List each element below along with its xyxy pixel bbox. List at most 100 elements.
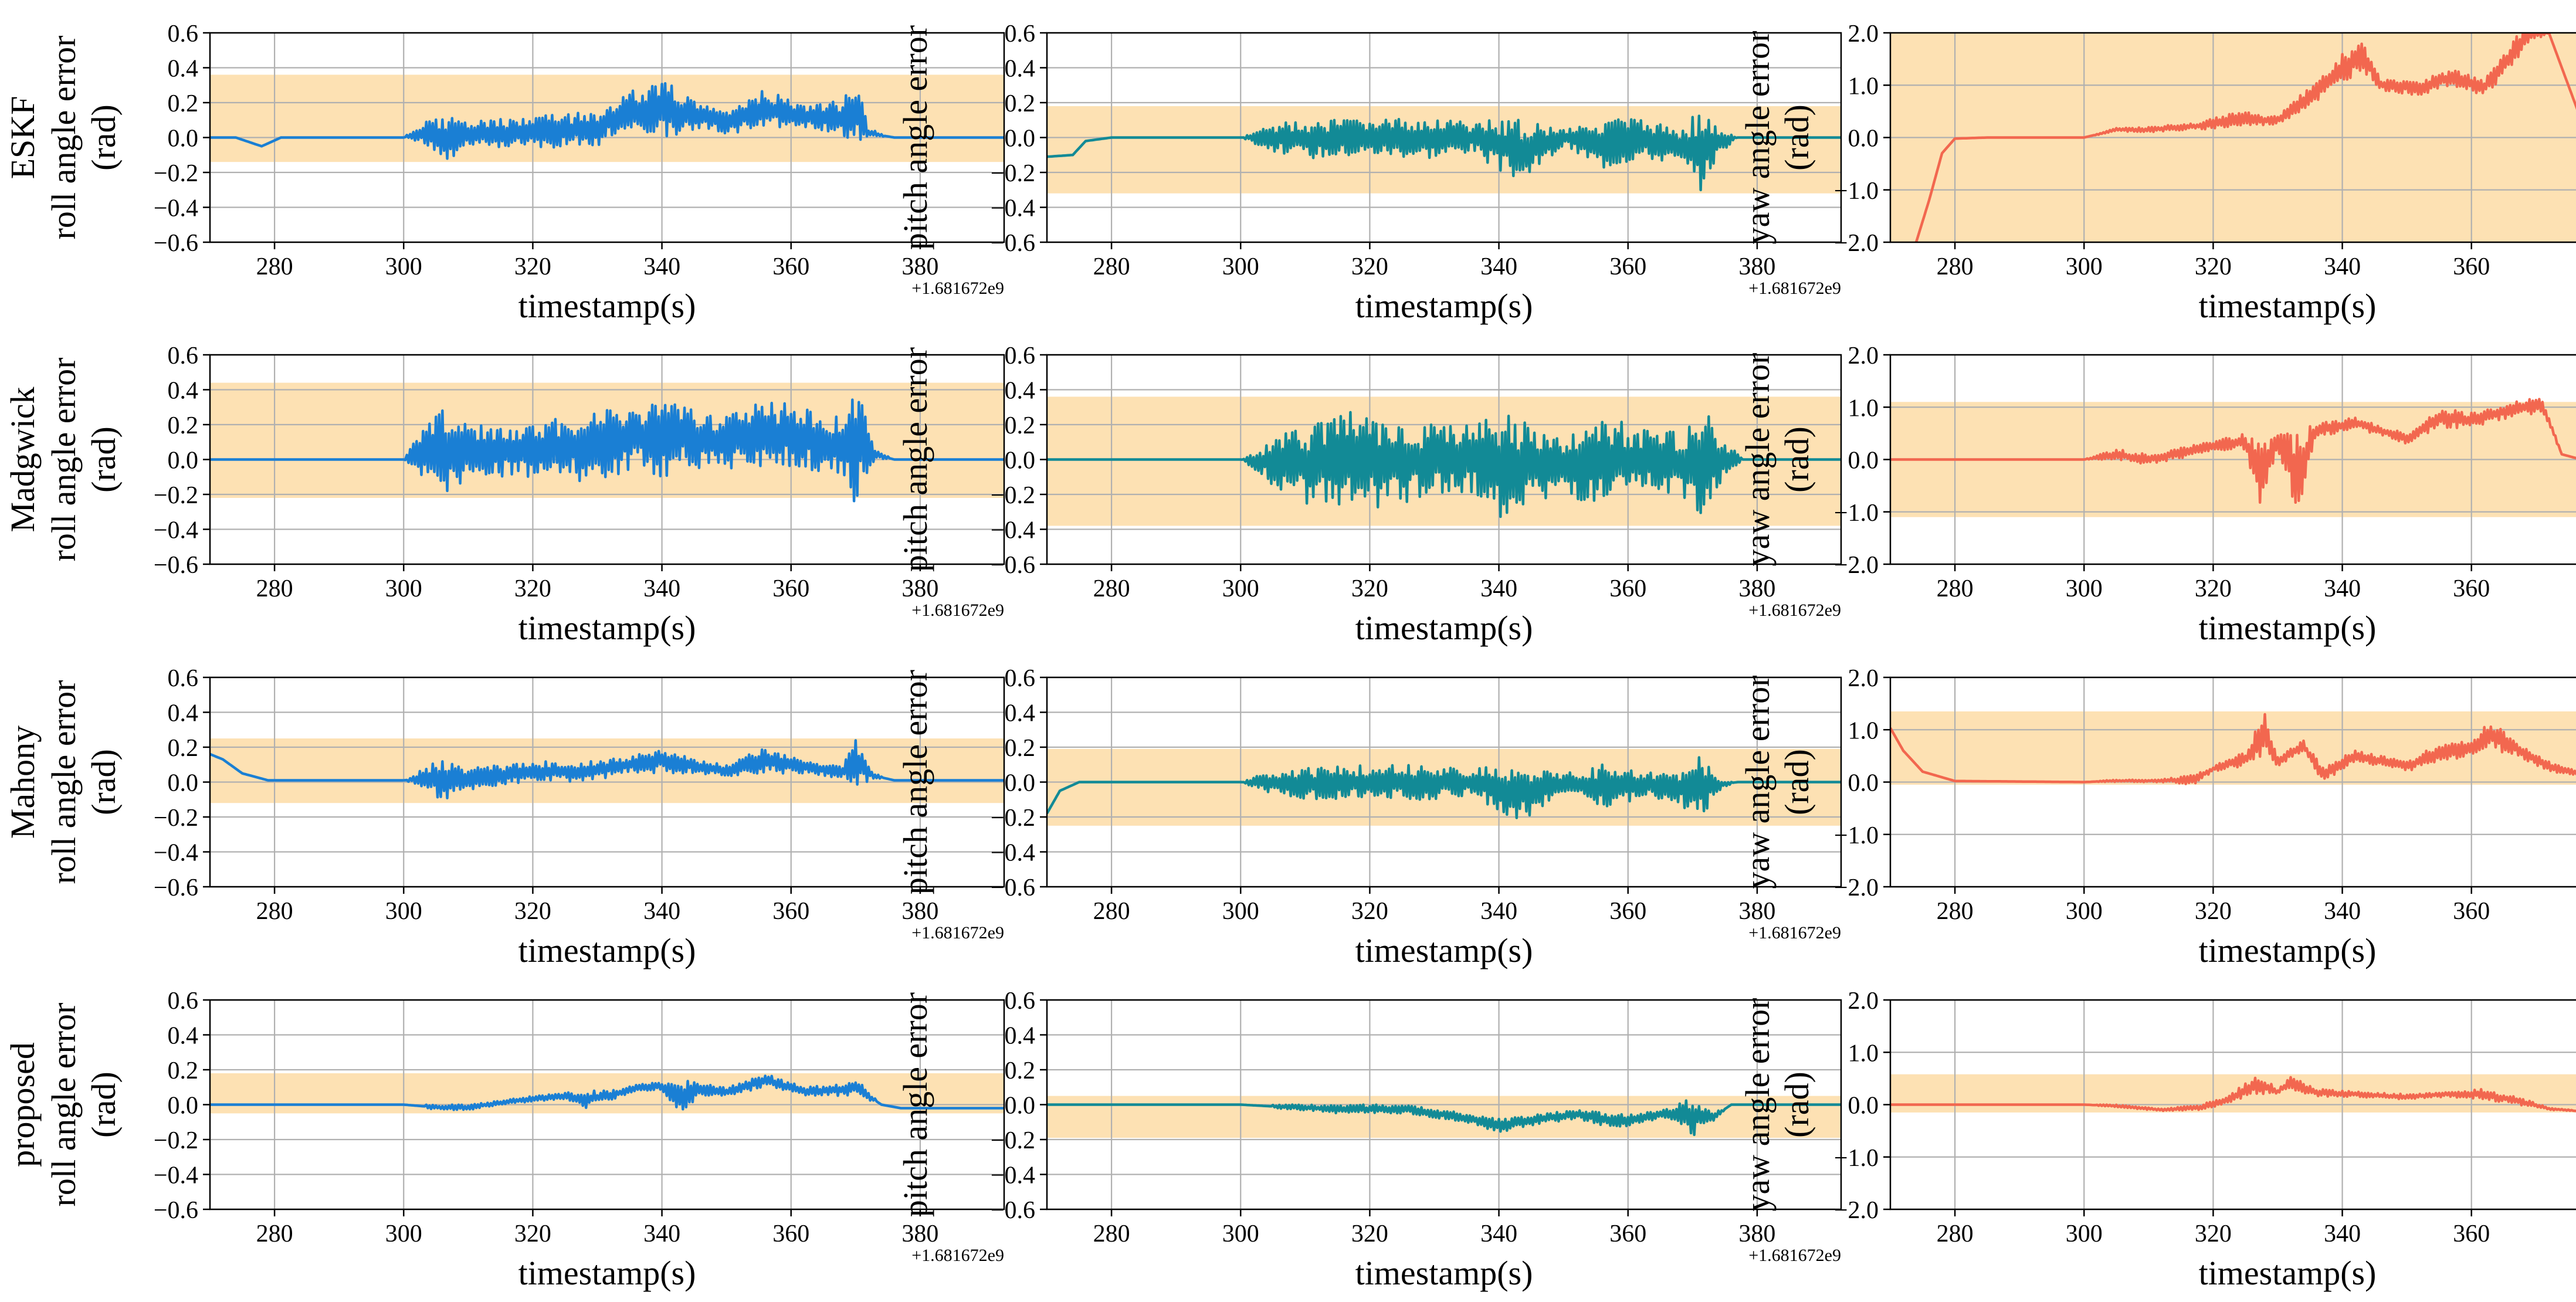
- y-tick-label: 0.0: [168, 447, 199, 474]
- subplot-proposed-yaw: 2.0 1.0 0.0 −1.0 −2.0 280 300 320 340 360 380 times…: [1738, 988, 2576, 1292]
- subplot-mahony-yaw: 2.0 1.0 0.0 −1.0 −2.0 280 300 320 340 360 380 times…: [1738, 665, 2576, 969]
- y-tick-label: 1.0: [1848, 395, 1879, 422]
- x-offset-label: +1.681672e9: [911, 601, 1004, 620]
- y-tick-label: −0.2: [154, 482, 198, 509]
- y-tick-label: 2.0: [1848, 988, 1879, 1015]
- y-tick-label: −1.0: [1834, 178, 1879, 205]
- pitch-error-line: [1047, 114, 1841, 192]
- y-tick-label: 0.6: [1005, 343, 1036, 369]
- y-tick-label: 0.0: [1848, 1093, 1879, 1120]
- y-tick-label: 0.0: [1005, 126, 1036, 152]
- y-tick-label: 0.6: [168, 343, 199, 369]
- x-tick-label: 360: [772, 575, 809, 602]
- x-tick-label: 340: [643, 1220, 680, 1247]
- y-tick-label: −0.6: [991, 1197, 1035, 1224]
- x-tick-label: 360: [1609, 1220, 1646, 1247]
- y-tick-label: 0.0: [168, 1093, 199, 1120]
- x-tick-label: 280: [256, 1220, 293, 1247]
- y-axis-label: pitch angle error: [896, 670, 934, 894]
- x-tick-label: 360: [772, 253, 809, 280]
- y-tick-label: 0.2: [168, 735, 199, 762]
- x-tick-label: 320: [2195, 253, 2232, 280]
- x-tick-label: 340: [2324, 1220, 2361, 1247]
- y-tick-label: −2.0: [1834, 874, 1879, 901]
- x-tick-label: 320: [2195, 1220, 2232, 1247]
- x-tick-label: 300: [1222, 253, 1259, 280]
- roll-error-line: [210, 398, 1004, 503]
- x-tick-label: 380: [901, 898, 938, 925]
- y-tick-label: 2.0: [1848, 665, 1879, 692]
- x-tick-label: 380: [1738, 898, 1775, 925]
- y-tick-label: 1.0: [1848, 73, 1879, 100]
- x-tick-label: 280: [256, 898, 293, 925]
- y-tick-label: 0.4: [168, 56, 199, 83]
- y-tick-label: 0.0: [1005, 447, 1036, 474]
- y-tick-label: −0.4: [154, 195, 198, 222]
- y-axis-unit: (rad): [84, 1072, 123, 1138]
- pitch-error-line: [1047, 411, 1841, 518]
- x-axis-label: timestamp(s): [518, 931, 696, 969]
- y-tick-label: −0.4: [154, 517, 198, 544]
- x-tick-label: 340: [1480, 898, 1517, 925]
- y-tick-label: 0.2: [1005, 1057, 1036, 1084]
- x-tick-label: 360: [2453, 898, 2490, 925]
- y-axis-label: roll angle error: [45, 36, 83, 240]
- x-tick-label: 340: [2324, 575, 2361, 602]
- y-tick-label: −0.2: [991, 1127, 1035, 1154]
- x-tick-label: 300: [385, 898, 422, 925]
- subplot-eskf-yaw: 2.0 1.0 0.0 −1.0 −2.0 280 300 320 340 360 380 times…: [1738, 21, 2576, 325]
- x-tick-label: 340: [643, 898, 680, 925]
- y-tick-label: 0.0: [1848, 126, 1879, 152]
- x-axis-label: timestamp(s): [2199, 931, 2377, 969]
- y-tick-label: 0.4: [1005, 56, 1036, 83]
- y-tick-label: 0.6: [168, 988, 199, 1015]
- x-tick-label: 320: [514, 253, 551, 280]
- x-tick-label: 380: [1738, 575, 1775, 602]
- y-tick-label: 0.0: [168, 126, 199, 152]
- x-tick-label: 280: [1093, 253, 1130, 280]
- yaw-error-line: [1914, 33, 2576, 242]
- y-axis-label: roll angle error: [45, 358, 83, 562]
- x-tick-label: 360: [2453, 253, 2490, 280]
- y-tick-label: 1.0: [1848, 1040, 1879, 1067]
- x-tick-label: 320: [514, 898, 551, 925]
- x-tick-label: 340: [1480, 253, 1517, 280]
- y-tick-label: −0.2: [991, 805, 1035, 832]
- y-tick-label: −0.2: [154, 805, 198, 832]
- y-tick-label: −0.4: [154, 840, 198, 867]
- x-tick-label: 360: [2453, 1220, 2490, 1247]
- y-tick-label: −0.6: [154, 1197, 198, 1224]
- y-axis-unit: (rad): [1778, 104, 1816, 171]
- y-axis-unit: (rad): [84, 426, 123, 493]
- y-tick-label: 0.0: [1005, 770, 1036, 797]
- x-tick-label: 300: [2066, 575, 2103, 602]
- y-tick-label: −0.6: [154, 552, 198, 579]
- y-tick-label: 0.4: [1005, 378, 1036, 405]
- x-tick-label: 380: [1738, 1220, 1775, 1247]
- x-tick-label: 280: [1937, 1220, 1974, 1247]
- y-tick-label: 0.2: [168, 1057, 199, 1084]
- x-tick-label: 340: [2324, 253, 2361, 280]
- y-axis-label: pitch angle error: [896, 992, 934, 1217]
- y-tick-label: 2.0: [1848, 21, 1879, 48]
- method-label: Mahony: [4, 725, 42, 839]
- x-offset-label: +1.681672e9: [911, 1246, 1004, 1265]
- subplot-proposed-pitch: 0.6 0.4 0.2 0.0 −0.2 −0.4 −0.6 280 300 320 340 360 3…: [896, 988, 1842, 1292]
- x-tick-label: 360: [1609, 575, 1646, 602]
- x-tick-label: 300: [385, 575, 422, 602]
- x-axis-label: timestamp(s): [518, 287, 696, 325]
- x-tick-label: 320: [1351, 898, 1388, 925]
- y-axis-label: pitch angle error: [896, 25, 934, 250]
- y-tick-label: 0.0: [1005, 1093, 1036, 1120]
- y-tick-label: 0.4: [168, 700, 199, 727]
- y-tick-label: −0.2: [991, 482, 1035, 509]
- x-tick-label: 280: [1093, 898, 1130, 925]
- subplot-madgwick-pitch: 0.6 0.4 0.2 0.0 −0.2 −0.4 −0.6 280 300 320 340 360 3…: [896, 343, 1842, 647]
- x-tick-label: 320: [1351, 253, 1388, 280]
- x-tick-label: 380: [901, 253, 938, 280]
- x-tick-label: 300: [385, 1220, 422, 1247]
- x-tick-label: 340: [2324, 898, 2361, 925]
- y-tick-label: −0.2: [154, 1127, 198, 1154]
- y-tick-label: 0.0: [1848, 447, 1879, 474]
- x-tick-label: 360: [772, 898, 809, 925]
